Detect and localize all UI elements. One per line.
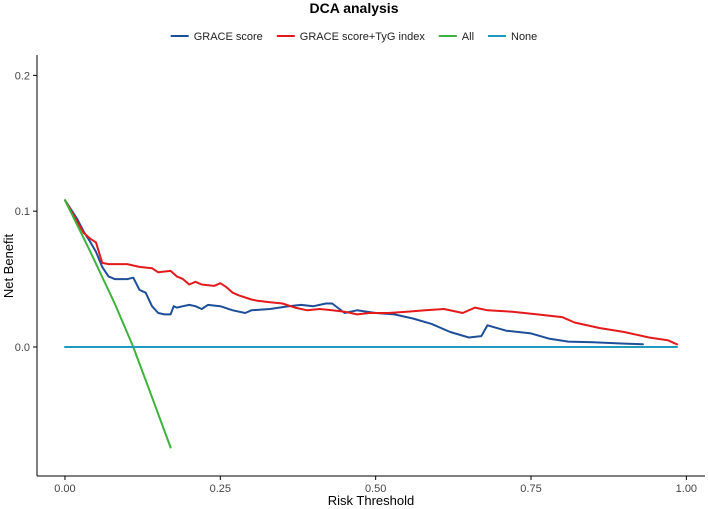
series-lines <box>64 199 678 449</box>
y-ticks: 0.0 0.1 0.2 <box>15 70 37 354</box>
series-line-grace-score <box>64 199 644 346</box>
y-axis-label: Net Benefit <box>1 233 16 298</box>
series-line-all <box>64 199 172 449</box>
y-tick-label: 0.0 <box>15 342 30 354</box>
legend-item: GRACE score+TyG index <box>276 31 426 43</box>
plot-area: 0.0 0.1 0.2 0.00 0.25 0.50 0.75 1.00 <box>15 55 705 495</box>
x-axis-label: Risk Threshold <box>328 493 414 508</box>
legend-label: GRACE score <box>194 31 263 43</box>
legend-item: All <box>438 31 474 43</box>
chart-title: DCA analysis <box>310 0 399 16</box>
x-tick-label: 1.00 <box>676 483 697 495</box>
legend-label: GRACE score+TyG index <box>300 31 426 43</box>
x-tick-label: 0.75 <box>520 483 541 495</box>
legend-item: GRACE score <box>170 31 263 43</box>
legend-label: None <box>511 31 537 43</box>
x-ticks: 0.00 0.25 0.50 0.75 1.00 <box>54 476 697 495</box>
x-tick-label: 0.50 <box>365 483 386 495</box>
y-tick-label: 0.2 <box>15 70 30 82</box>
y-tick-label: 0.1 <box>15 206 30 218</box>
x-tick-label: 0.00 <box>54 483 75 495</box>
legend-item: None <box>488 31 537 43</box>
legend-label: All <box>462 31 474 43</box>
series-line-grace-score-tyg-index <box>64 199 678 346</box>
legend: GRACE score GRACE score+TyG index All None <box>170 31 537 43</box>
x-tick-label: 0.25 <box>210 483 231 495</box>
